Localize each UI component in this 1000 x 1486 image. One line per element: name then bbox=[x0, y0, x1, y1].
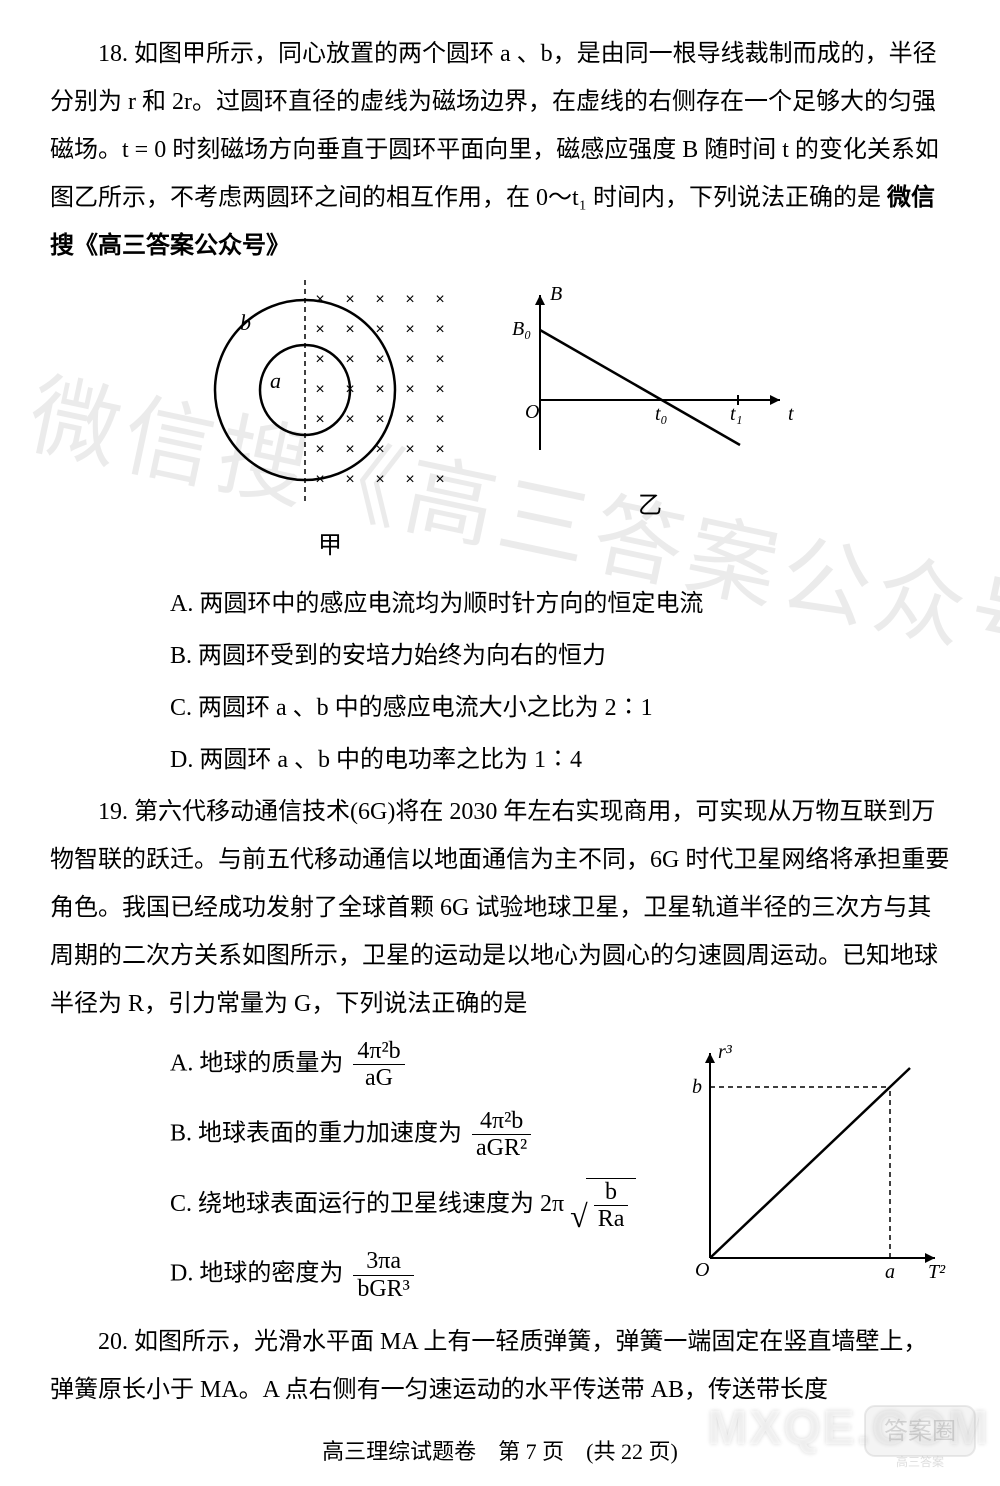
svg-text:×: × bbox=[435, 471, 444, 488]
svg-text:a: a bbox=[885, 1261, 895, 1283]
svg-text:a: a bbox=[270, 368, 281, 393]
q19-option-d: D. 地球的密度为 3πabGR³ bbox=[170, 1248, 660, 1302]
q20-number: 20. bbox=[98, 1329, 128, 1355]
svg-text:×: × bbox=[435, 291, 444, 308]
svg-text:t₀: t₀ bbox=[655, 403, 668, 425]
q18-fig1-caption: 甲 bbox=[200, 525, 460, 560]
svg-text:B: B bbox=[550, 283, 562, 305]
svg-text:×: × bbox=[315, 321, 324, 338]
svg-text:×: × bbox=[315, 351, 324, 368]
svg-text:×: × bbox=[345, 351, 354, 368]
svg-text:×: × bbox=[435, 321, 444, 338]
q18-figures: ××××× ××××× ××××× ××××× ××××× ××××× ××××… bbox=[50, 280, 950, 560]
q18-figure-jia: ××××× ××××× ××××× ××××× ××××× ××××× ××××… bbox=[200, 280, 460, 560]
q19-text: 19. 第六代移动通信技术(6G)将在 2030 年左右实现商用，可实现从万物互… bbox=[50, 788, 950, 1028]
q18-option-b: B. 两圆环受到的安培力始终为向右的恒力 bbox=[170, 632, 950, 680]
svg-text:×: × bbox=[375, 381, 384, 398]
svg-text:×: × bbox=[345, 291, 354, 308]
page-footer: 高三理综试题卷 第 7 页 (共 22 页) bbox=[50, 1434, 950, 1466]
svg-text:B₀: B₀ bbox=[512, 318, 531, 340]
svg-text:×: × bbox=[315, 381, 324, 398]
q19-option-b: B. 地球表面的重力加速度为 4π²baGR² bbox=[170, 1108, 660, 1162]
svg-text:r³: r³ bbox=[718, 1041, 733, 1063]
svg-text:×: × bbox=[405, 321, 414, 338]
q18-option-d: D. 两圆环 a 、b 中的电功率之比为 1∶4 bbox=[170, 736, 950, 784]
svg-text:×: × bbox=[405, 471, 414, 488]
svg-text:×: × bbox=[405, 381, 414, 398]
q18-text: 18. 如图甲所示，同心放置的两个圆环 a 、b，是由同一根导线裁制而成的，半径… bbox=[50, 30, 950, 270]
q20-text: 20. 如图所示，光滑水平面 MA 上有一轻质弹簧，弹簧一端固定在竖直墙壁上，弹… bbox=[50, 1318, 950, 1414]
svg-text:×: × bbox=[315, 411, 324, 428]
svg-text:t₁: t₁ bbox=[730, 403, 743, 425]
svg-text:×: × bbox=[345, 441, 354, 458]
svg-text:b: b bbox=[240, 310, 251, 335]
q18-option-a: A. 两圆环中的感应电流均为顺时针方向的恒定电流 bbox=[170, 580, 950, 628]
svg-text:×: × bbox=[345, 321, 354, 338]
svg-text:×: × bbox=[435, 441, 444, 458]
q18-figure-yi: B₀ O t₀ t₁ t B 乙 bbox=[500, 280, 800, 560]
svg-text:×: × bbox=[375, 291, 384, 308]
svg-text:×: × bbox=[405, 351, 414, 368]
svg-text:×: × bbox=[375, 351, 384, 368]
svg-text:×: × bbox=[375, 471, 384, 488]
svg-text:t: t bbox=[788, 403, 794, 425]
q18-fig2-caption: 乙 bbox=[500, 485, 800, 520]
svg-text:×: × bbox=[345, 471, 354, 488]
svg-text:×: × bbox=[405, 411, 414, 428]
svg-text:O: O bbox=[525, 401, 539, 423]
q18-number: 18. bbox=[98, 41, 128, 67]
svg-text:×: × bbox=[315, 441, 324, 458]
q19-figure: O a b T² r³ bbox=[670, 1038, 950, 1318]
svg-text:O: O bbox=[695, 1259, 709, 1281]
svg-text:×: × bbox=[405, 441, 414, 458]
svg-text:×: × bbox=[435, 351, 444, 368]
svg-text:×: × bbox=[435, 381, 444, 398]
svg-text:×: × bbox=[435, 411, 444, 428]
q19-option-a: A. 地球的质量为 4π²baG bbox=[170, 1038, 660, 1092]
q18-option-c: C. 两圆环 a 、b 中的感应电流大小之比为 2∶1 bbox=[170, 684, 950, 732]
svg-text:×: × bbox=[345, 411, 354, 428]
svg-text:b: b bbox=[692, 1076, 702, 1098]
svg-text:T²: T² bbox=[928, 1261, 946, 1283]
svg-text:×: × bbox=[405, 291, 414, 308]
q19-number: 19. bbox=[98, 799, 128, 825]
q19-option-c: C. 绕地球表面运行的卫星线速度为 2π √ bRa bbox=[170, 1178, 660, 1233]
svg-text:×: × bbox=[375, 411, 384, 428]
